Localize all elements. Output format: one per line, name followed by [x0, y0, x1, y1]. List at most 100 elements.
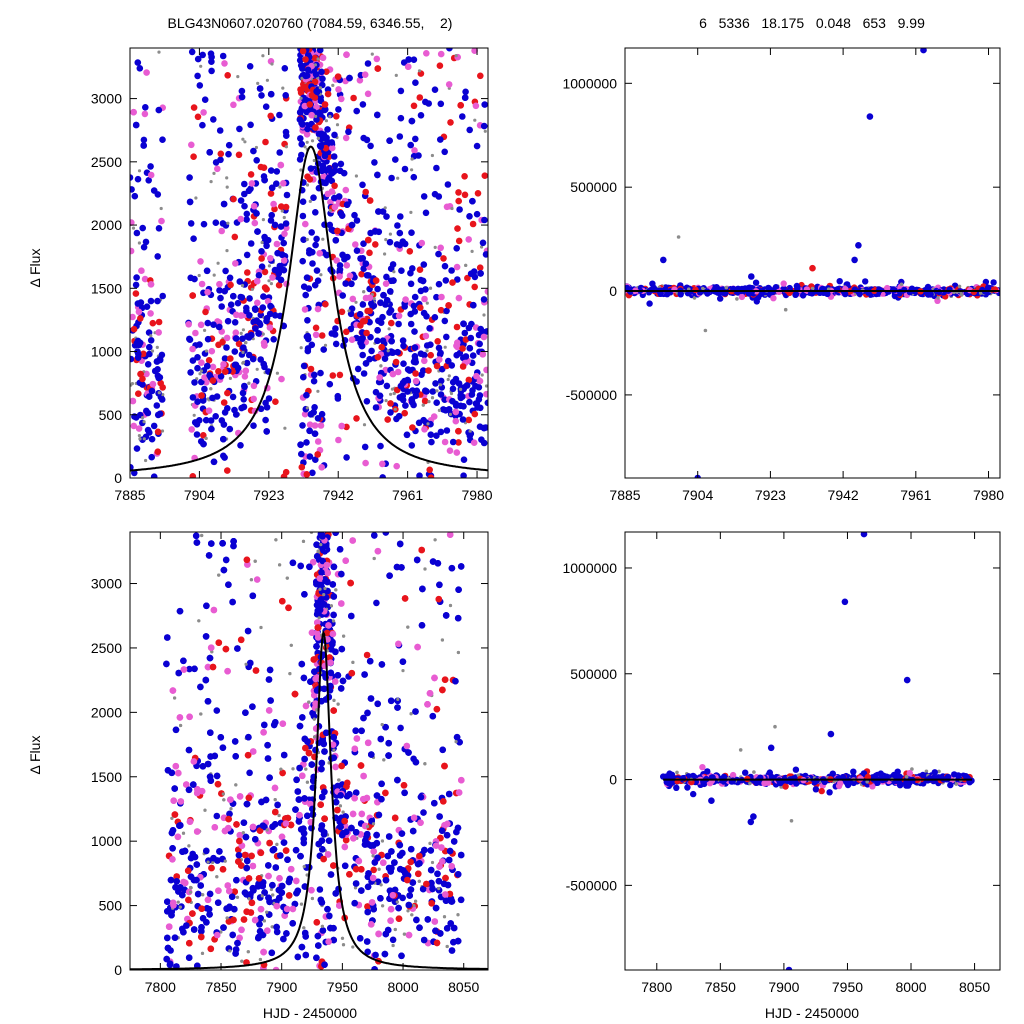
- point-blue: [225, 150, 232, 158]
- point-gray: [198, 372, 202, 376]
- point-blue: [236, 125, 243, 133]
- point-blue: [455, 586, 462, 593]
- point-blue: [229, 393, 237, 401]
- point-blue: [238, 93, 246, 101]
- point-blue: [194, 55, 202, 63]
- point-blue: [300, 373, 307, 381]
- point-red: [231, 233, 239, 241]
- point-gray: [225, 185, 229, 189]
- point-blue: [134, 348, 141, 356]
- point-red: [314, 451, 322, 458]
- point-blue: [154, 297, 161, 305]
- point-red: [241, 851, 249, 859]
- point-blue: [261, 233, 268, 241]
- point-red: [353, 415, 360, 422]
- point-magenta: [336, 273, 343, 280]
- point-blue: [202, 416, 210, 424]
- point-blue: [212, 219, 220, 226]
- point-blue: [382, 876, 390, 884]
- point-magenta: [471, 48, 478, 54]
- point-blue: [277, 223, 285, 230]
- point-blue: [792, 291, 799, 298]
- point-blue: [390, 277, 397, 284]
- point-blue: [379, 208, 387, 215]
- point-blue: [359, 301, 367, 308]
- point-gray: [197, 273, 201, 278]
- point-magenta: [421, 295, 428, 303]
- point-red: [437, 306, 445, 314]
- point-blue: [134, 59, 142, 66]
- point-blue: [459, 113, 466, 120]
- point-red: [272, 808, 279, 816]
- point-magenta: [251, 219, 259, 227]
- point-blue: [433, 432, 440, 440]
- point-red: [189, 292, 196, 299]
- point-blue: [378, 795, 385, 803]
- point-blue: [302, 72, 310, 80]
- point-blue: [387, 265, 395, 273]
- point-blue: [267, 217, 275, 224]
- point-red: [366, 197, 374, 204]
- point-magenta: [174, 833, 182, 841]
- point-magenta: [238, 926, 245, 934]
- point-blue: [192, 532, 200, 540]
- point-blue: [306, 453, 314, 460]
- point-magenta: [309, 558, 317, 566]
- point-magenta: [308, 886, 315, 894]
- point-gray: [155, 345, 159, 349]
- point-blue: [401, 165, 409, 173]
- point-magenta: [257, 905, 265, 913]
- point-blue: [403, 431, 411, 439]
- point-blue: [309, 469, 316, 477]
- point-blue: [142, 238, 150, 246]
- point-red: [318, 332, 326, 339]
- plot-frame: [624, 47, 1001, 479]
- point-gray: [301, 539, 306, 544]
- point-blue: [173, 878, 180, 885]
- point-blue: [199, 51, 206, 59]
- point-magenta: [209, 363, 217, 371]
- point-blue: [920, 48, 927, 54]
- point-red: [215, 639, 223, 646]
- point-blue: [299, 212, 307, 220]
- point-blue: [420, 809, 427, 816]
- point-blue: [407, 320, 415, 328]
- point-magenta: [454, 339, 461, 347]
- point-magenta: [147, 281, 155, 288]
- point-gray: [433, 538, 437, 542]
- point-blue: [437, 428, 445, 436]
- point-gray: [223, 859, 227, 863]
- point-magenta: [241, 373, 249, 380]
- point-blue: [431, 86, 439, 93]
- point-blue: [433, 293, 440, 301]
- point-red: [301, 84, 309, 92]
- y-tick-label: 1000: [91, 344, 122, 360]
- point-blue: [218, 303, 225, 310]
- point-blue: [332, 532, 339, 536]
- point-gray: [310, 139, 315, 143]
- point-red: [382, 789, 389, 797]
- point-blue: [427, 847, 435, 854]
- point-gray: [210, 650, 214, 654]
- point-blue: [374, 171, 381, 179]
- point-blue: [130, 186, 135, 193]
- point-magenta: [141, 275, 149, 283]
- point-blue: [258, 263, 266, 271]
- point-red: [374, 353, 382, 361]
- point-red: [400, 782, 408, 789]
- point-blue: [460, 456, 468, 464]
- point-blue: [189, 357, 197, 364]
- point-blue: [197, 683, 204, 691]
- point-gray: [299, 902, 304, 906]
- point-blue: [219, 52, 227, 60]
- point-gray: [201, 893, 205, 897]
- point-blue: [448, 362, 456, 369]
- point-blue: [320, 831, 328, 838]
- point-blue: [466, 432, 474, 440]
- point-blue: [377, 895, 384, 902]
- point-red: [401, 409, 409, 417]
- point-gray: [470, 249, 474, 253]
- point-blue: [247, 659, 254, 667]
- point-blue: [282, 220, 290, 227]
- point-magenta: [443, 203, 451, 211]
